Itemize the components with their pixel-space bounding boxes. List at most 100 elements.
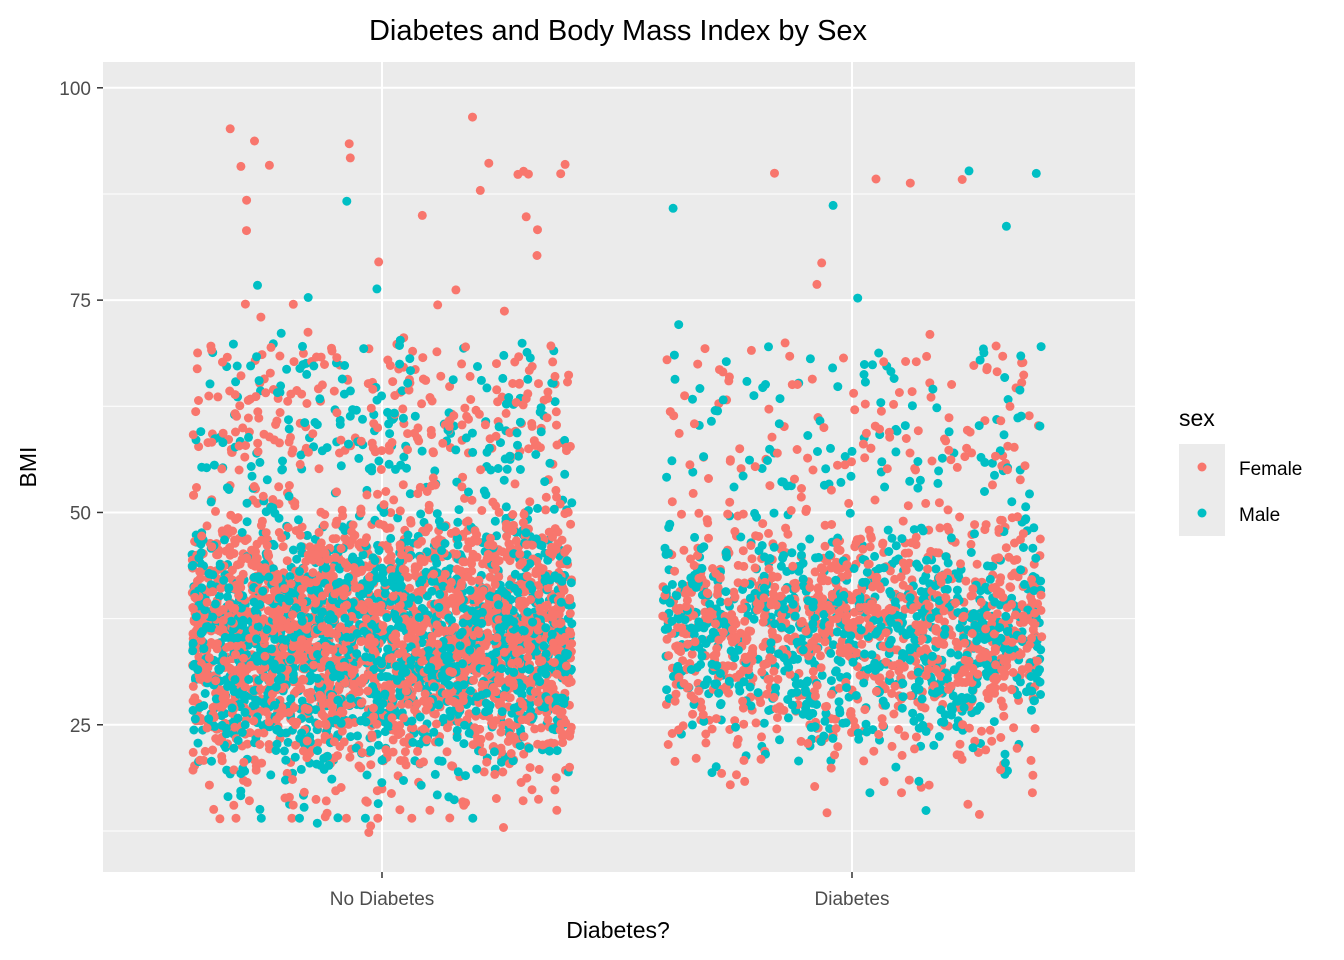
point-female [551,407,561,417]
point-male [468,447,478,457]
point-male [968,685,977,695]
point-female [687,649,697,659]
point-male [775,735,784,745]
point-female [663,740,673,749]
point-female [725,455,735,465]
point-female [1027,575,1037,584]
point-male [891,541,901,551]
point-male [688,467,698,477]
point-female [947,630,957,640]
point-female [955,512,965,522]
point-male [870,551,880,561]
point-male [672,591,682,601]
point-male [288,545,298,555]
point-female [240,452,250,462]
point-male [862,727,872,737]
point-male [451,445,461,455]
point-female [992,367,1002,377]
point-female [674,672,684,682]
point-male [817,670,827,680]
point-male [987,458,997,468]
point-female [966,591,976,601]
point-female [243,413,253,423]
point-female [1010,610,1020,620]
point-female [831,724,841,733]
point-male [255,457,265,467]
point-male [729,482,739,492]
point-female [282,556,292,566]
point-male [813,447,822,456]
point-female [356,508,366,518]
point-female [985,725,995,735]
point-female [713,590,722,600]
point-female [312,352,321,362]
point-female [275,408,285,417]
point-male [276,328,286,338]
point-female [313,384,323,394]
point-female [961,576,971,586]
point-female [556,169,566,179]
point-female [203,438,213,448]
point-male [711,762,721,772]
point-male [966,548,976,557]
point-male [246,462,256,471]
point-female [860,705,870,715]
point-female [385,361,395,370]
point-female [373,489,382,499]
point-female [898,516,908,526]
point-female [567,639,577,649]
point-female [321,720,331,730]
point-female [386,789,396,798]
point-male [253,622,263,632]
point-female [546,341,556,351]
point-male [567,619,577,629]
point-female [320,731,330,741]
point-female [724,376,734,386]
point-male [502,464,512,474]
point-male [853,293,863,303]
point-male [523,374,533,384]
point-male [416,509,426,519]
point-male [269,659,279,669]
point-male [359,626,369,636]
point-male [231,377,241,387]
point-male [199,644,209,654]
point-male [1003,766,1012,776]
point-female [1019,370,1029,380]
point-female [296,683,306,693]
point-male [953,570,963,580]
point-female [256,665,266,675]
point-male [188,638,198,648]
point-male [943,674,952,684]
point-female [225,543,235,552]
point-female [501,606,511,616]
point-female [541,505,551,515]
point-female [268,495,278,504]
point-male [757,464,767,473]
point-female [770,168,779,178]
point-female [796,618,806,628]
point-female [796,492,806,502]
point-female [403,429,413,439]
point-female [826,605,836,615]
point-female [385,702,395,712]
point-female [897,788,906,798]
point-female [670,696,680,706]
point-female [842,648,852,657]
point-male [540,477,550,487]
point-male [432,509,442,519]
point-female [451,285,461,295]
point-female [356,698,366,708]
point-male [299,802,309,812]
point-male [306,585,316,595]
point-male [296,611,306,621]
point-female [356,566,366,576]
point-male [486,465,496,475]
point-male [892,426,902,436]
point-female [515,378,524,388]
point-male [687,720,697,730]
point-female [194,396,203,405]
point-female [381,487,391,496]
point-female [213,392,223,402]
point-female [679,545,689,555]
